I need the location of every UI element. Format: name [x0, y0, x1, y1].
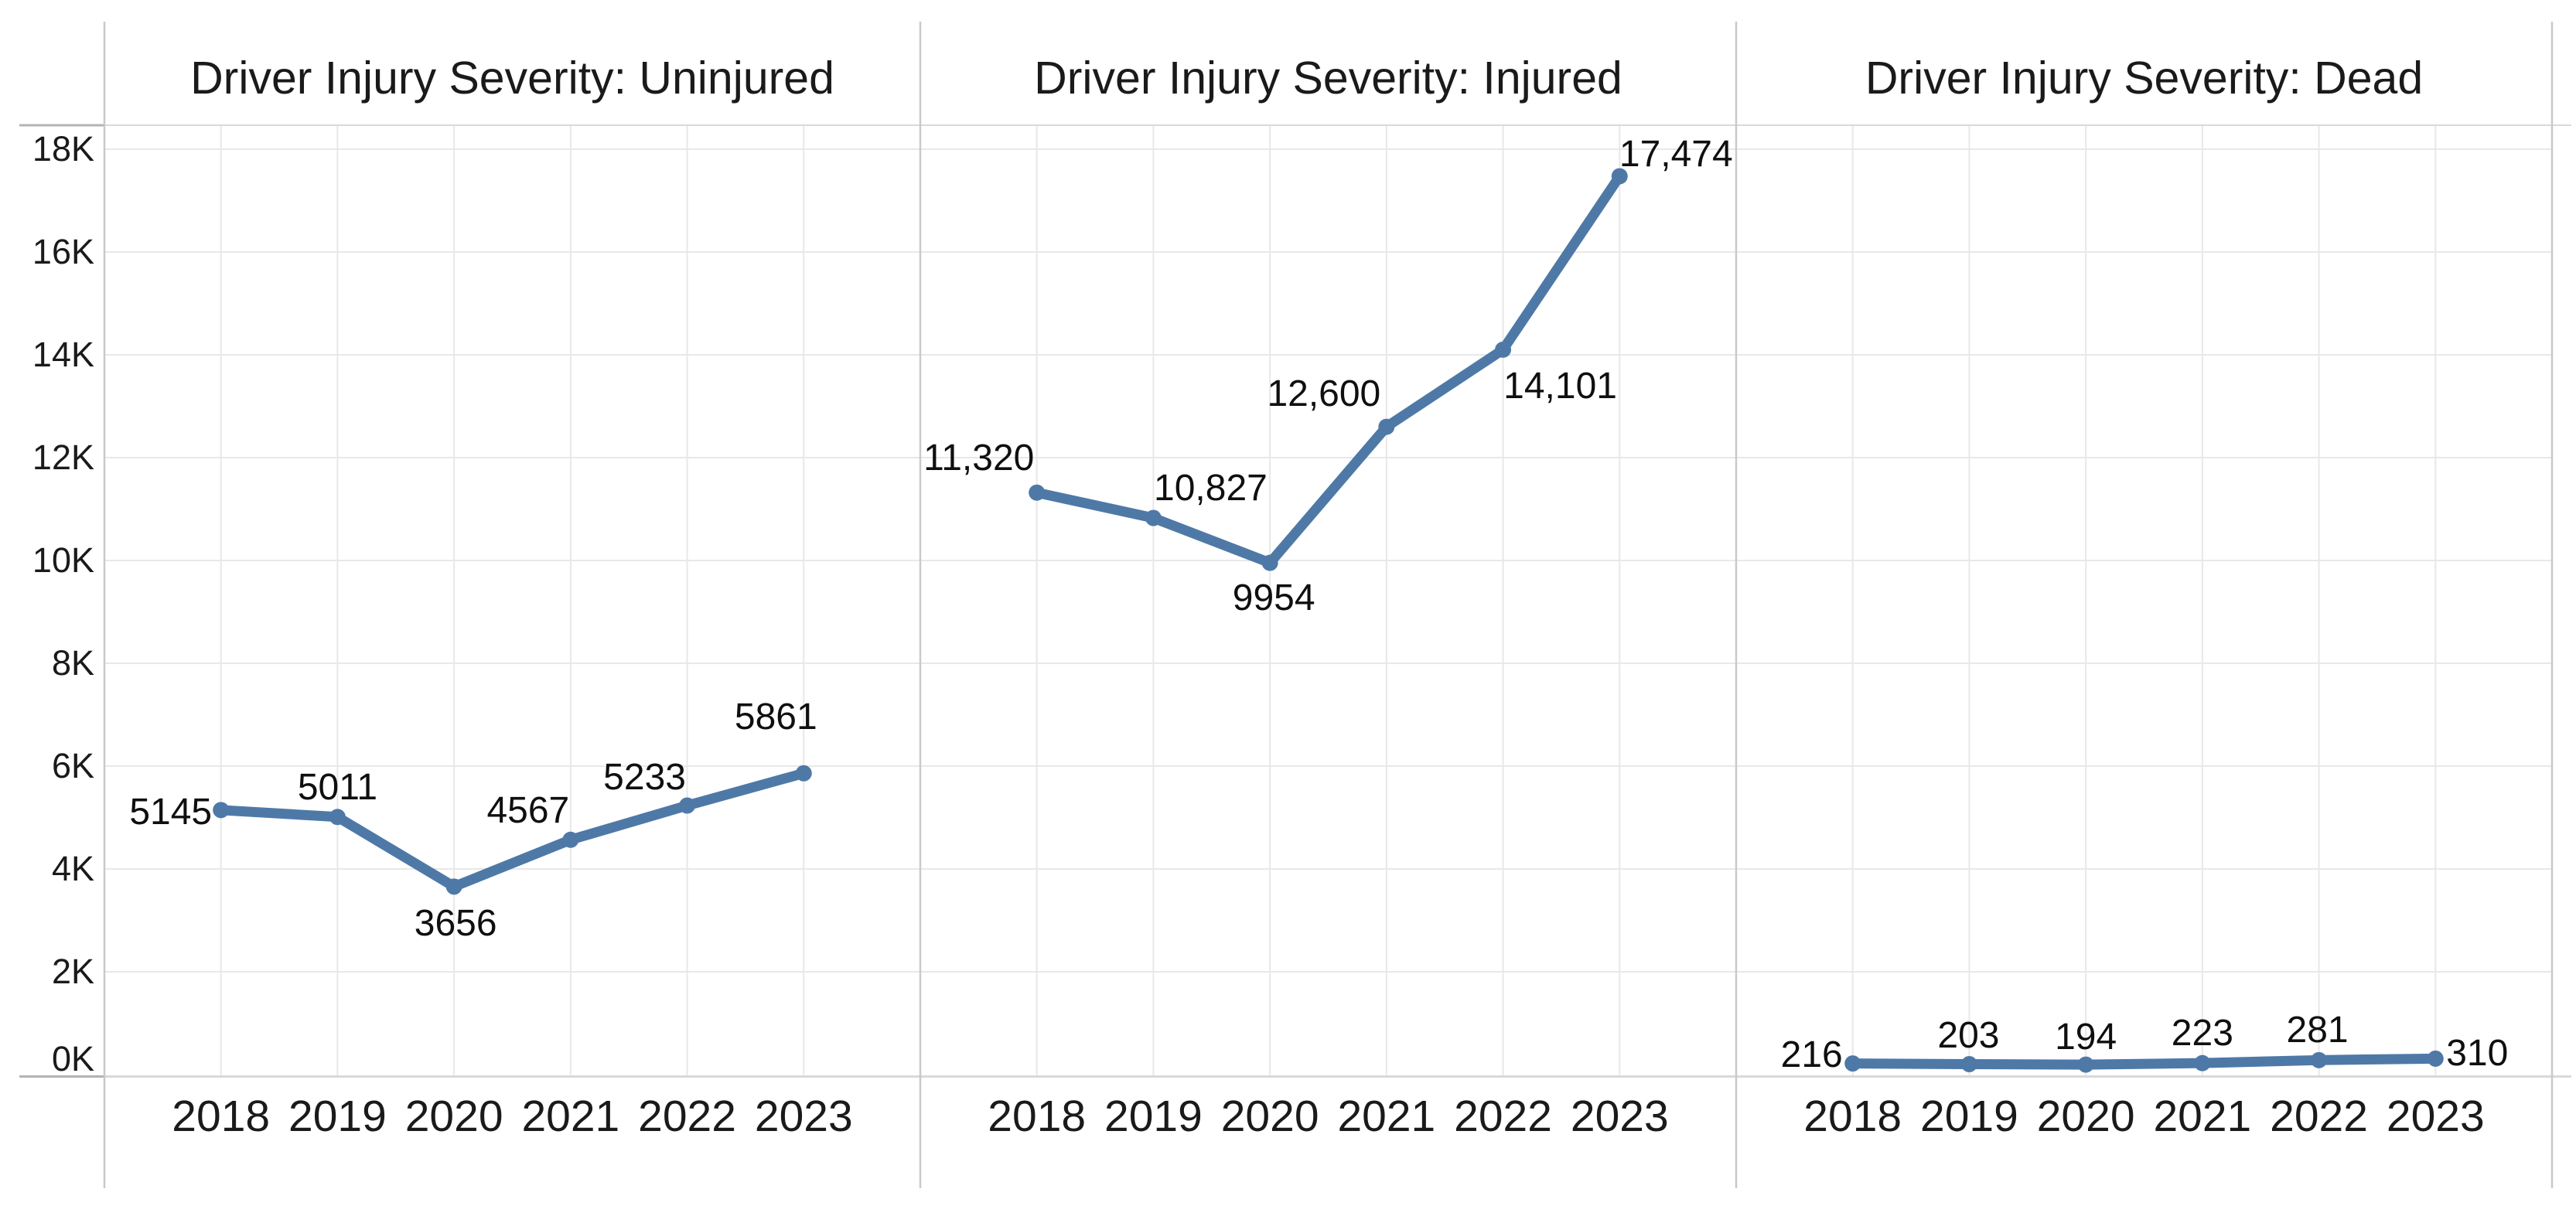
x-tick-label: 2023	[2386, 1092, 2485, 1141]
series-line[interactable]	[216, 768, 809, 892]
data-point-marker[interactable]	[1495, 341, 1512, 358]
data-point-marker[interactable]	[1378, 418, 1395, 435]
data-point-marker[interactable]	[1261, 554, 1278, 571]
data-label: 9954	[1232, 577, 1315, 619]
data-label: 310	[2446, 1033, 2509, 1075]
data-point-marker[interactable]	[2194, 1054, 2211, 1071]
data-point-marker[interactable]	[562, 831, 579, 848]
data-label: 5011	[297, 766, 378, 808]
x-tick-label: 2018	[172, 1092, 271, 1141]
data-label: 223	[2171, 1013, 2233, 1054]
y-tick-label: 16K	[32, 232, 94, 271]
data-label: 3656	[414, 902, 497, 944]
x-tick-label: 2021	[2153, 1092, 2252, 1141]
data-point-marker[interactable]	[329, 809, 346, 826]
data-label: 203	[1937, 1014, 2000, 1056]
x-tick-label: 2019	[288, 1092, 387, 1141]
y-tick-label: 10K	[32, 540, 94, 580]
data-point-marker[interactable]	[1960, 1056, 1977, 1073]
panel-title-uninjured: Driver Injury Severity: Uninjured	[190, 53, 834, 104]
data-label: 14,101	[1503, 366, 1617, 407]
x-tick-label: 2022	[1454, 1092, 1552, 1141]
y-tick-label: 6K	[51, 746, 94, 785]
x-tick-label: 2019	[1104, 1092, 1203, 1141]
series-line[interactable]	[1848, 1053, 2441, 1070]
x-tick-label: 2020	[1220, 1092, 1319, 1141]
data-label: 216	[1780, 1034, 1843, 1075]
y-tick-label: 4K	[51, 849, 94, 888]
series-line[interactable]	[1032, 171, 1625, 568]
data-label: 5145	[129, 791, 213, 833]
data-point-marker[interactable]	[445, 878, 462, 895]
data-point-marker[interactable]	[1611, 168, 1628, 185]
x-tick-label: 2021	[1337, 1092, 1436, 1141]
data-label: 281	[2286, 1010, 2349, 1051]
data-point-marker[interactable]	[795, 765, 812, 782]
x-tick-label: 2019	[1920, 1092, 2018, 1141]
x-tick-label: 2021	[521, 1092, 620, 1141]
data-point-marker[interactable]	[1029, 484, 1046, 501]
x-tick-label: 2020	[404, 1092, 503, 1141]
data-label: 194	[2055, 1017, 2117, 1058]
data-label: 5233	[603, 757, 686, 798]
data-label: 17,474	[1619, 133, 1733, 175]
y-tick-label: 0K	[51, 1039, 94, 1078]
data-point-marker[interactable]	[1145, 509, 1162, 526]
x-tick-label: 2023	[754, 1092, 853, 1141]
x-tick-label: 2023	[1570, 1092, 1669, 1141]
y-tick-label: 8K	[51, 643, 94, 683]
data-label: 10,827	[1154, 468, 1268, 509]
data-label: 11,320	[923, 438, 1035, 479]
x-tick-label: 2022	[2270, 1092, 2368, 1141]
data-label: 12,600	[1267, 373, 1381, 415]
x-tick-label: 2020	[2036, 1092, 2135, 1141]
data-point-marker[interactable]	[213, 802, 230, 819]
x-tick-label: 2018	[1803, 1092, 1902, 1141]
data-point-marker[interactable]	[2077, 1056, 2094, 1073]
x-tick-label: 2022	[638, 1092, 736, 1141]
data-point-marker[interactable]	[1844, 1055, 1861, 1072]
data-point-marker[interactable]	[2311, 1051, 2328, 1068]
data-label: 5861	[734, 697, 817, 738]
y-tick-label: 2K	[51, 952, 94, 991]
y-tick-label: 18K	[32, 129, 94, 169]
panel-title-dead: Driver Injury Severity: Dead	[1865, 53, 2424, 104]
y-tick-label: 14K	[32, 335, 94, 374]
data-point-marker[interactable]	[679, 797, 696, 814]
panel-title-injured: Driver Injury Severity: Injured	[1034, 53, 1622, 104]
data-point-marker[interactable]	[2427, 1050, 2444, 1067]
x-tick-label: 2018	[988, 1092, 1087, 1141]
y-tick-label: 12K	[32, 438, 94, 477]
data-label: 4567	[486, 790, 570, 832]
